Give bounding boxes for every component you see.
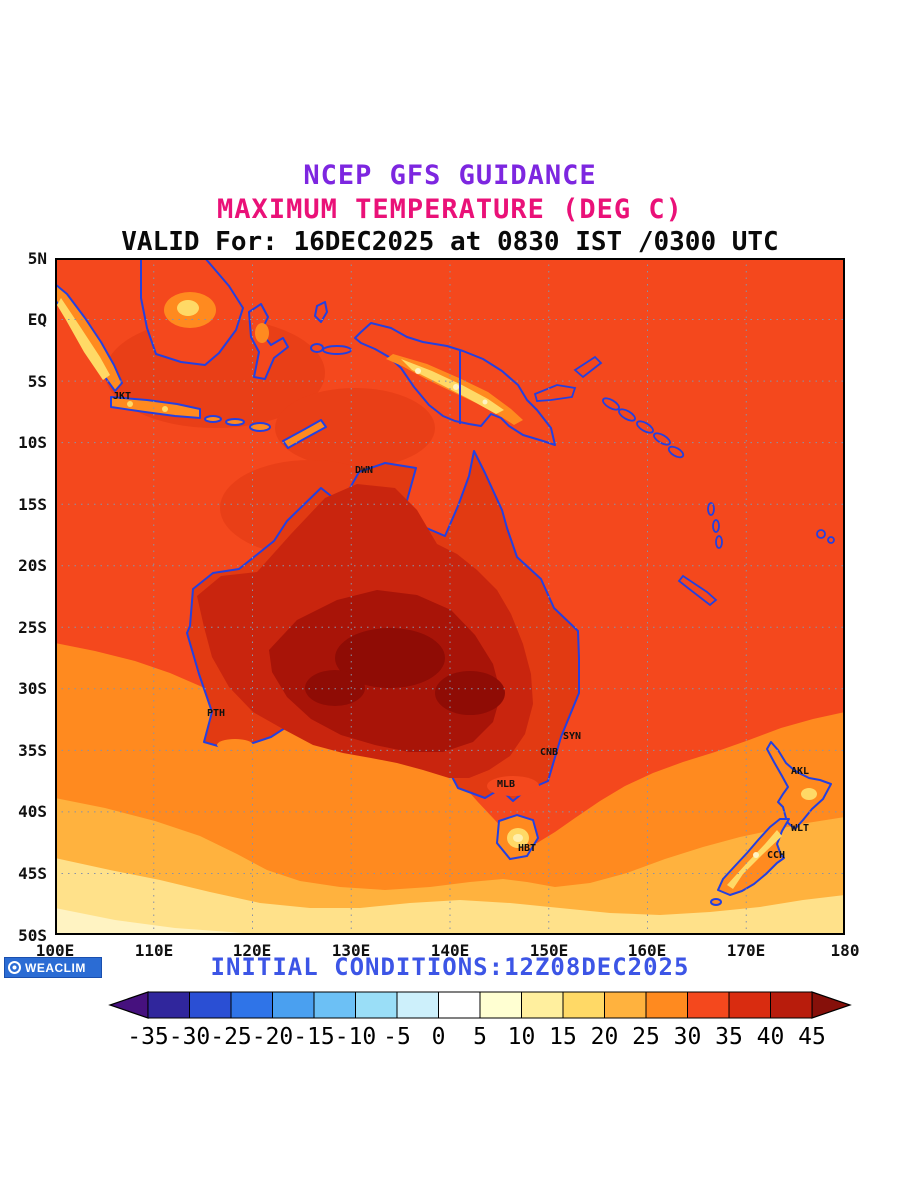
- svg-text:5: 5: [473, 1024, 487, 1050]
- svg-text:20: 20: [591, 1024, 619, 1050]
- temperature-colorbar: -35 -30 -25 -20 -15 -10 -5 0 5 10 15 20 …: [108, 991, 852, 1050]
- station-cch: CCH: [767, 850, 785, 861]
- lon-label-140e: 140E: [430, 941, 470, 960]
- weaclim-logo-text: WEACLIM: [25, 960, 86, 975]
- map-frame: [55, 258, 845, 935]
- band-20-25: [55, 798, 845, 935]
- svg-text:35: 35: [715, 1024, 743, 1050]
- lon-label-110e: 110E: [134, 941, 174, 960]
- svg-text:-30: -30: [169, 1024, 211, 1050]
- station-cnb: CNB: [540, 747, 558, 758]
- graticule: [55, 258, 845, 935]
- lat-label-eq: EQ: [27, 310, 47, 329]
- svg-text:40: 40: [757, 1024, 785, 1050]
- band-10-15: [55, 908, 270, 935]
- temperature-map-canvas: JKT DWN PTH SYN CNB MLB HBT AKL WLT CCH: [55, 258, 845, 935]
- weaclim-globe-icon: [8, 961, 21, 974]
- lon-label-180: 180: [830, 941, 860, 960]
- lon-label-170e: 170E: [726, 941, 766, 960]
- lat-label-25s: 25S: [18, 618, 47, 637]
- colorbar-segments: [147, 991, 813, 1019]
- station-jkt: JKT: [113, 391, 131, 402]
- station-labels: JKT DWN PTH SYN CNB MLB HBT AKL WLT CCH: [113, 391, 809, 861]
- svg-text:-10: -10: [335, 1024, 377, 1050]
- lat-label-20s: 20S: [18, 556, 47, 575]
- svg-text:30: 30: [674, 1024, 702, 1050]
- station-dwn: DWN: [355, 465, 373, 476]
- svg-text:10: 10: [508, 1024, 536, 1050]
- svg-text:0: 0: [432, 1024, 446, 1050]
- lon-label-160e: 160E: [627, 941, 667, 960]
- station-wlt: WLT: [791, 823, 809, 834]
- station-pth: PTH: [207, 708, 225, 719]
- tasmania: [495, 813, 540, 861]
- page-title: NCEP GFS GUIDANCE: [303, 160, 597, 191]
- lon-label-120e: 120E: [232, 941, 272, 960]
- svg-text:15: 15: [549, 1024, 577, 1050]
- lat-label-10s: 10S: [18, 433, 47, 452]
- new-guinea: [354, 322, 556, 446]
- lon-label-130e: 130E: [331, 941, 371, 960]
- svg-text:-20: -20: [252, 1024, 294, 1050]
- valid-time-label: VALID For: 16DEC2025 at 0830 IST /0300 U…: [121, 227, 779, 257]
- station-akl: AKL: [791, 766, 809, 777]
- svg-text:-15: -15: [293, 1024, 335, 1050]
- australia-hottest-patches: [305, 628, 505, 715]
- svg-text:-25: -25: [210, 1024, 252, 1050]
- albany-cooler-patch: [217, 739, 253, 751]
- island-outlines-melanesia: [533, 355, 835, 607]
- island-outlines-indonesia: [55, 258, 352, 449]
- lat-label-5s: 5S: [27, 372, 47, 391]
- new-zealand: [710, 741, 832, 906]
- svg-text:-5: -5: [383, 1024, 411, 1050]
- victoria-cooler-patch: [487, 776, 539, 796]
- weaclim-logo: WEACLIM: [4, 957, 102, 978]
- lat-label-45s: 45S: [18, 864, 47, 883]
- lat-label-40s: 40S: [18, 802, 47, 821]
- lon-label-150e: 150E: [529, 941, 569, 960]
- station-hbt: HBT: [518, 843, 536, 854]
- initial-conditions-label: INITIAL CONDITIONS:12Z08DEC2025: [210, 953, 690, 981]
- chart-subtitle-variable: MAXIMUM TEMPERATURE (DEG C): [217, 194, 683, 225]
- lat-label-5n: 5N: [27, 249, 47, 268]
- lat-label-15s: 15S: [18, 495, 47, 514]
- station-syn: SYN: [563, 731, 581, 742]
- svg-text:45: 45: [798, 1024, 826, 1050]
- station-mlb: MLB: [497, 779, 515, 790]
- lat-label-35s: 35S: [18, 741, 47, 760]
- svg-text:25: 25: [632, 1024, 660, 1050]
- colorbar-tick-labels: -35 -30 -25 -20 -15 -10 -5 0 5 10 15 20 …: [127, 1024, 826, 1050]
- svg-text:-35: -35: [127, 1024, 169, 1050]
- lon-label-100e: 100E: [35, 941, 75, 960]
- lat-label-30s: 30S: [18, 679, 47, 698]
- colorbar-right-arrow: [811, 991, 852, 1019]
- lat-label-50s: 50S: [18, 926, 47, 945]
- colorbar-left-arrow: [108, 991, 149, 1019]
